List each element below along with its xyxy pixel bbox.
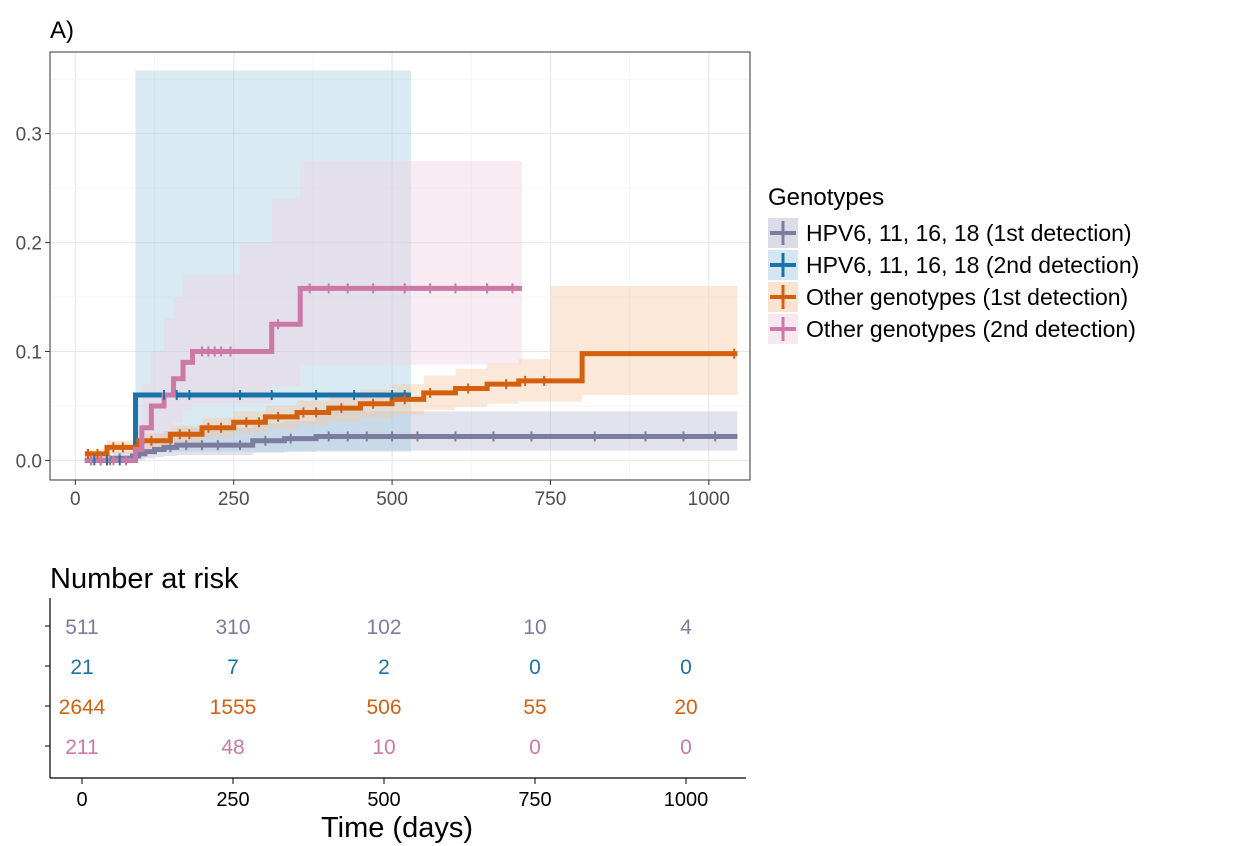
plot-border (49, 51, 751, 481)
x-tick-label: 500 (376, 489, 408, 510)
risk-count: 55 (523, 696, 546, 719)
risk-count: 10 (523, 616, 546, 639)
x-tick-label: 0 (70, 489, 81, 510)
legend: Genotypes HPV6, 11, 16, 18 (1st detectio… (768, 184, 1139, 344)
legend-item-label: HPV6, 11, 16, 18 (2nd detection) (806, 252, 1139, 278)
risk-x-tick-label: 0 (76, 789, 87, 811)
risk-count: 2 (378, 656, 390, 679)
confidence-bands (84, 70, 738, 461)
plot-panel (49, 51, 751, 481)
risk-count: 20 (674, 696, 697, 719)
legend-item-label: HPV6, 11, 16, 18 (1st detection) (806, 220, 1132, 246)
risk-count: 211 (65, 736, 98, 759)
survival-line-3 (84, 351, 738, 457)
survival-line-1 (84, 433, 738, 463)
risk-count: 1555 (210, 696, 257, 719)
y-axis: 0.0 0.1 0.2 0.3 (16, 125, 50, 472)
panel-label: A) (50, 17, 74, 44)
risk-count: 0 (529, 656, 541, 679)
risk-x-tick-label: 250 (216, 789, 249, 811)
y-tick-label: 0.0 (16, 451, 42, 472)
legend-item-label: Other genotypes (1st detection) (806, 284, 1128, 310)
risk-count: 0 (680, 656, 692, 679)
x-tick-label: 750 (535, 489, 567, 510)
censor-marks (87, 283, 736, 466)
survival-lines (84, 285, 738, 463)
x-tick-label: 1000 (688, 489, 730, 510)
risk-x-tick-label: 750 (518, 789, 551, 811)
risk-count: 48 (221, 736, 244, 759)
risk-count: 2644 (59, 696, 106, 719)
risk-count: 0 (529, 736, 541, 759)
plot-frame (49, 51, 751, 481)
risk-x-tick-label: 1000 (664, 789, 709, 811)
risk-count: 102 (366, 616, 401, 639)
x-axis: 0 250 500 750 1000 (70, 480, 730, 510)
risk-count: 511 (65, 616, 98, 639)
risk-table-xlabel: Time (days) (321, 812, 473, 844)
legend-title: Genotypes (768, 184, 884, 211)
risk-count: 21 (70, 656, 93, 679)
y-tick-label: 0.3 (16, 125, 42, 146)
risk-count: 310 (215, 616, 250, 639)
risk-count: 506 (366, 696, 401, 719)
risk-x-tick-label: 500 (367, 789, 400, 811)
risk-count: 7 (227, 656, 239, 679)
confidence-band-4 (84, 160, 522, 461)
legend-item-label: Other genotypes (2nd detection) (806, 316, 1136, 342)
x-tick-label: 250 (218, 489, 250, 510)
y-tick-label: 0.2 (16, 234, 42, 255)
survival-line-4 (84, 285, 522, 463)
confidence-band-3 (84, 286, 738, 459)
risk-count: 0 (680, 736, 692, 759)
risk-count: 4 (680, 616, 692, 639)
y-tick-label: 0.1 (16, 342, 42, 363)
grid-lines (50, 52, 750, 480)
risk-count: 10 (372, 736, 395, 759)
risk-table-title: Number at risk (50, 563, 239, 595)
confidence-band-2 (84, 70, 412, 461)
